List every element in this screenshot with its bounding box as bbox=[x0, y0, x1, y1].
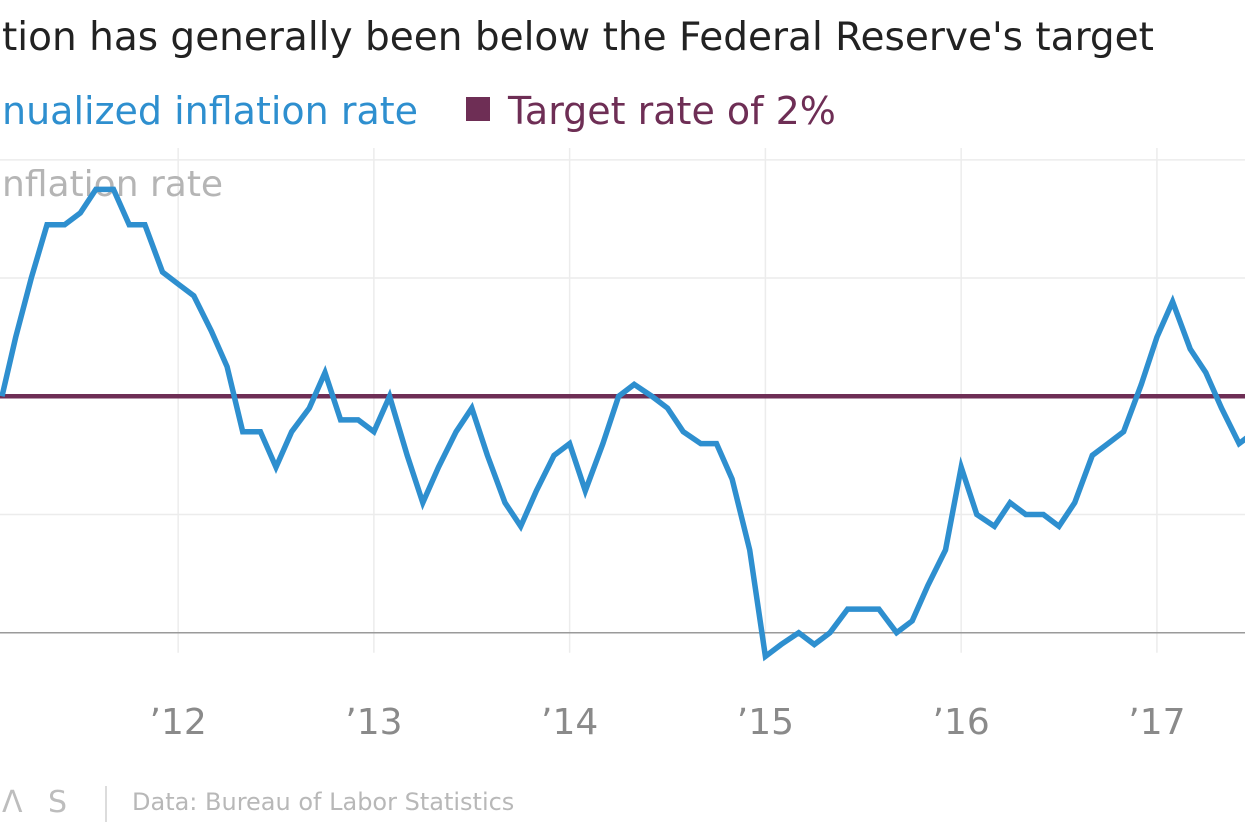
legend-label-target-rate: Target rate of 2% bbox=[507, 89, 836, 133]
horizontal-gridlines bbox=[0, 159, 1245, 516]
x-tick-label: ’13 bbox=[345, 702, 402, 743]
x-tick-label: ’14 bbox=[541, 702, 598, 743]
x-axis-ticks: ’12 ’13 ’14 ’15 ’16 ’17 bbox=[150, 702, 1186, 743]
legend-label-annualized-inflation: nualized inflation rate bbox=[2, 89, 418, 133]
x-tick-label: ’15 bbox=[737, 702, 794, 743]
x-tick-label: ’12 bbox=[150, 702, 207, 743]
vertical-gridlines bbox=[177, 148, 1158, 653]
x-tick-label: ’16 bbox=[933, 702, 990, 743]
source-note: Data: Bureau of Labor Statistics bbox=[132, 788, 514, 816]
footer: Λ S Data: Bureau of Labor Statistics bbox=[2, 785, 514, 822]
x-tick-label: ’17 bbox=[1128, 702, 1185, 743]
brand-logo: Λ S bbox=[2, 785, 75, 820]
y-axis-label: nflation rate bbox=[2, 164, 223, 205]
chart-title: tion has generally been below the Federa… bbox=[2, 15, 1154, 60]
legend-swatch-target-rate bbox=[466, 97, 490, 121]
legend: nualized inflation rate Target rate of 2… bbox=[2, 89, 836, 133]
series-line-annualized-inflation bbox=[0, 186, 1245, 662]
